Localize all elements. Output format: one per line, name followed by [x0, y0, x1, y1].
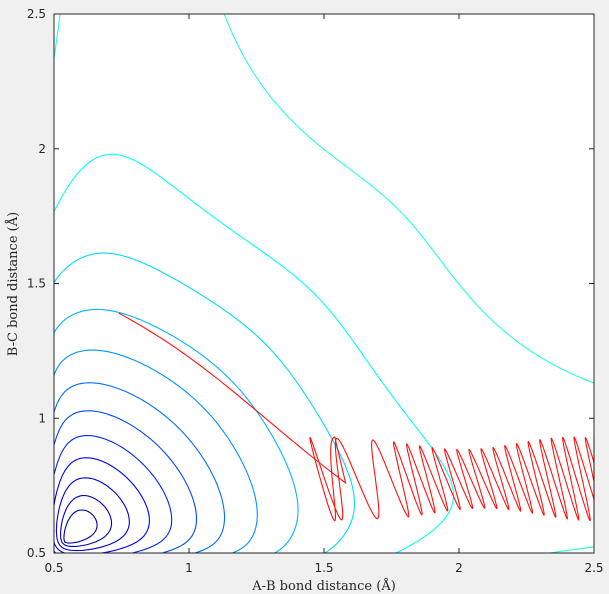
- contour-line: [53, 457, 150, 554]
- x-tick-label: 1: [185, 561, 193, 575]
- trajectory-line: [118, 312, 595, 522]
- contour-line: [53, 434, 173, 554]
- x-axis-label: A-B bond distance (Å): [251, 578, 396, 594]
- trajectory-group: [118, 312, 595, 522]
- contour-line: [60, 495, 113, 547]
- x-tick-label: 2: [455, 561, 463, 575]
- contour-line: [63, 509, 98, 544]
- x-axis: 0.5 1 1.5 2 2.5: [44, 14, 604, 575]
- x-tick-label: 2.5: [584, 561, 603, 575]
- plot-area: [54, 14, 594, 553]
- y-tick-label: 1.5: [27, 277, 46, 291]
- contour-lines: [53, 13, 595, 554]
- x-tick-label: 1.5: [314, 561, 333, 575]
- y-tick-label: 1: [38, 411, 46, 425]
- y-axis: 0.5 1 1.5 2 2.5: [27, 7, 594, 560]
- x-tick-label: 0.5: [44, 561, 63, 575]
- y-tick-label: 2.5: [27, 7, 46, 21]
- y-tick-label: 2: [38, 142, 46, 156]
- y-tick-label: 0.5: [27, 546, 46, 560]
- y-axis-label: B-C bond distance (Å): [5, 212, 21, 356]
- contour-line: [55, 477, 130, 552]
